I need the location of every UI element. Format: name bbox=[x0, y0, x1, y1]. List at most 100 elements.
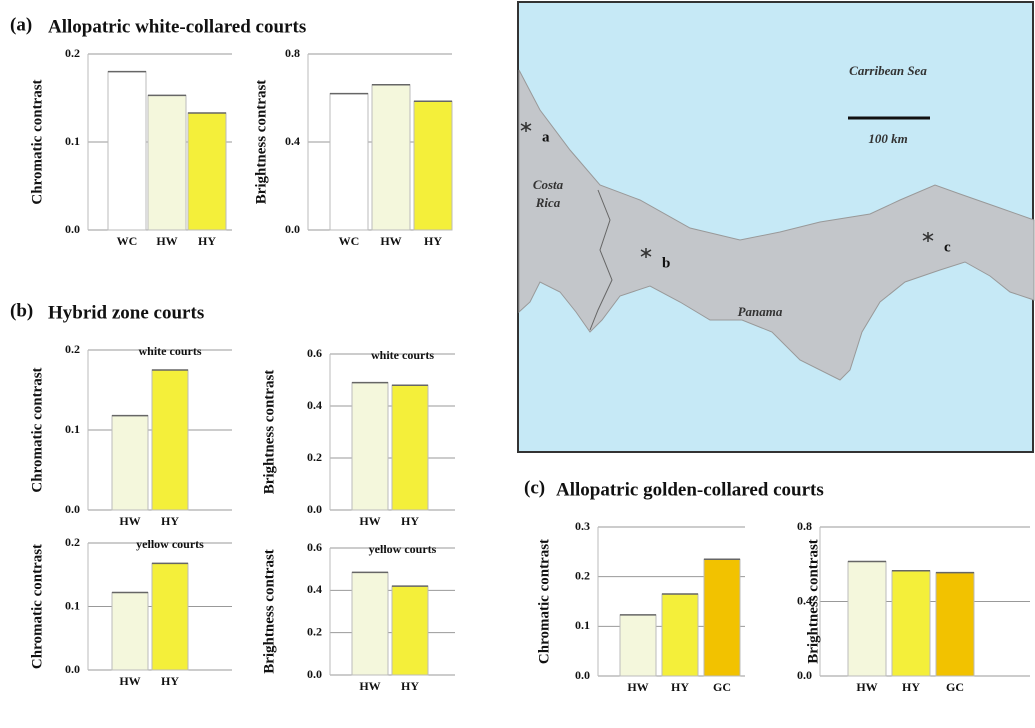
y-tick-label: 0.0 bbox=[65, 222, 80, 236]
bar bbox=[371, 84, 411, 231]
y-tick-label: 0.0 bbox=[65, 662, 80, 676]
y-tick-label: 0.1 bbox=[65, 422, 80, 436]
y-tick-label: 0.2 bbox=[65, 535, 80, 549]
bar bbox=[391, 384, 429, 511]
x-tick-label: HY bbox=[671, 680, 689, 694]
panel-title: Allopatric white-collared courts bbox=[48, 16, 306, 37]
x-tick-label: HW bbox=[380, 234, 401, 248]
bar bbox=[111, 592, 149, 671]
y-axis-label: Brightness contrast bbox=[805, 539, 821, 664]
chart: 0.0 0.4 0.8 HW HY GC Brightness contrast bbox=[797, 519, 1030, 694]
x-tick-label: HW bbox=[359, 679, 380, 693]
panel-letter: (b) bbox=[10, 300, 33, 321]
x-tick-label: HW bbox=[156, 234, 177, 248]
y-tick-label: 0.2 bbox=[307, 624, 322, 638]
chart: 0.0 0.1 0.2 WC HW HY Chromatic contrast bbox=[29, 46, 232, 248]
y-tick-label: 0.0 bbox=[307, 502, 322, 516]
chart-title: yellow courts bbox=[136, 537, 204, 551]
bar bbox=[619, 614, 657, 677]
x-tick-label: HW bbox=[119, 514, 140, 528]
y-tick-label: 0.1 bbox=[575, 618, 590, 632]
y-tick-label: 0.0 bbox=[575, 668, 590, 682]
x-tick-label: HW bbox=[119, 674, 140, 688]
panel-title: Allopatric golden-collared courts bbox=[556, 479, 824, 500]
y-tick-label: 0.0 bbox=[797, 668, 812, 682]
x-tick-label: WC bbox=[117, 234, 138, 248]
bar bbox=[935, 572, 975, 677]
bar bbox=[391, 585, 429, 676]
site-marker bbox=[922, 232, 934, 242]
y-tick-label: 0.4 bbox=[797, 593, 812, 607]
bar bbox=[891, 570, 931, 677]
y-tick-label: 0.6 bbox=[307, 346, 322, 360]
bar bbox=[151, 562, 189, 671]
site-label: b bbox=[662, 255, 670, 271]
bar bbox=[329, 93, 369, 231]
chart: 0.0 0.1 0.2 0.3 HW HY GC Chromatic contrast bbox=[536, 519, 745, 694]
x-tick-label: HW bbox=[856, 680, 877, 694]
bar bbox=[107, 71, 147, 231]
y-tick-label: 0.2 bbox=[307, 450, 322, 464]
y-tick-label: 0.0 bbox=[285, 222, 300, 236]
bar bbox=[413, 100, 453, 231]
y-axis-label: Chromatic contrast bbox=[29, 79, 45, 204]
bar bbox=[111, 415, 149, 511]
x-tick-label: HY bbox=[424, 234, 442, 248]
y-tick-label: 0.4 bbox=[307, 398, 322, 412]
sea-label: Carribean Sea bbox=[849, 63, 927, 78]
bar bbox=[351, 382, 389, 511]
country-label: Costa bbox=[533, 177, 564, 192]
y-axis-label: Chromatic contrast bbox=[29, 544, 45, 669]
y-axis-label: Brightness contrast bbox=[253, 80, 269, 205]
chart: 0.0 0.1 0.2 HW HY Chromatic contrast white cou… bbox=[29, 342, 232, 528]
y-tick-label: 0.2 bbox=[65, 46, 80, 60]
bar bbox=[351, 571, 389, 676]
chart: 0.0 0.2 0.4 0.6 HW HY Brightness contrast yello… bbox=[261, 540, 455, 693]
panel-title: Hybrid zone courts bbox=[48, 302, 204, 323]
y-tick-label: 0.0 bbox=[65, 502, 80, 516]
bar bbox=[703, 558, 741, 677]
x-tick-label: HY bbox=[902, 680, 920, 694]
y-axis-label: Chromatic contrast bbox=[536, 539, 552, 664]
x-tick-label: HY bbox=[161, 514, 179, 528]
border bbox=[589, 189, 613, 331]
chart-title: yellow courts bbox=[369, 542, 437, 556]
y-tick-label: 0.3 bbox=[575, 519, 590, 533]
y-axis-label: Brightness contrast bbox=[261, 549, 277, 674]
x-tick-label: HY bbox=[161, 674, 179, 688]
x-tick-label: HY bbox=[401, 514, 419, 528]
y-tick-label: 0.0 bbox=[307, 667, 322, 681]
chart: 0.0 0.1 0.2 HW HY Chromatic contrast yellow co… bbox=[29, 535, 232, 688]
y-tick-label: 0.8 bbox=[797, 519, 812, 533]
bar bbox=[147, 94, 187, 231]
x-tick-label: HY bbox=[401, 679, 419, 693]
site-marker bbox=[520, 122, 532, 132]
y-axis-label: Brightness contrast bbox=[261, 370, 277, 495]
x-tick-label: GC bbox=[946, 680, 964, 694]
x-tick-label: HY bbox=[198, 234, 216, 248]
y-axis-label: Chromatic contrast bbox=[29, 367, 45, 492]
chart-title: white courts bbox=[371, 348, 434, 362]
country-label: Panama bbox=[738, 304, 783, 319]
y-tick-label: 0.1 bbox=[65, 134, 80, 148]
country-label: Rica bbox=[535, 195, 561, 210]
chart-title: white courts bbox=[139, 344, 202, 358]
bar bbox=[187, 112, 227, 231]
chart: 0.0 0.2 0.4 0.6 HW HY Brightness contrast white… bbox=[261, 346, 455, 528]
site-label: a bbox=[542, 129, 550, 145]
panel-letter: (a) bbox=[10, 14, 32, 35]
y-tick-label: 0.2 bbox=[575, 568, 590, 582]
x-tick-label: HW bbox=[627, 680, 648, 694]
bar bbox=[661, 593, 699, 677]
chart: 0.0 0.4 0.8 WC HW HY Brightness contrast bbox=[253, 46, 453, 248]
bar bbox=[847, 560, 887, 677]
panel-letter: (c) bbox=[524, 477, 545, 498]
x-tick-label: HW bbox=[359, 514, 380, 528]
y-tick-label: 0.2 bbox=[65, 342, 80, 356]
bar bbox=[151, 369, 189, 511]
y-tick-label: 0.8 bbox=[285, 46, 300, 60]
y-tick-label: 0.4 bbox=[307, 582, 322, 596]
site-label: c bbox=[944, 239, 951, 255]
y-tick-label: 0.1 bbox=[65, 598, 80, 612]
